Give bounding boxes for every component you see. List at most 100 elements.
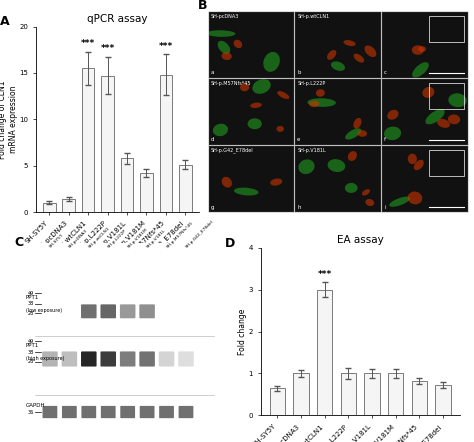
Ellipse shape <box>365 46 376 57</box>
FancyBboxPatch shape <box>159 406 174 418</box>
Ellipse shape <box>308 98 336 107</box>
Text: GAPDH: GAPDH <box>26 403 46 408</box>
FancyBboxPatch shape <box>43 406 57 418</box>
FancyBboxPatch shape <box>120 305 136 318</box>
Ellipse shape <box>448 93 467 107</box>
Ellipse shape <box>354 118 362 129</box>
Ellipse shape <box>270 179 283 186</box>
Text: b: b <box>297 70 301 76</box>
Ellipse shape <box>426 109 445 124</box>
Ellipse shape <box>207 30 236 37</box>
Text: ***: *** <box>81 39 95 48</box>
FancyBboxPatch shape <box>140 406 155 418</box>
FancyBboxPatch shape <box>100 305 116 318</box>
Text: SH-p.V181L: SH-p.V181L <box>146 228 167 249</box>
Text: 49: 49 <box>27 291 33 296</box>
Ellipse shape <box>221 52 232 60</box>
Text: ***: *** <box>159 42 173 51</box>
Text: 28: 28 <box>27 359 33 364</box>
Bar <box>63 199 75 212</box>
Ellipse shape <box>277 91 289 99</box>
Ellipse shape <box>389 197 410 207</box>
Bar <box>140 173 153 212</box>
Bar <box>429 83 464 109</box>
Ellipse shape <box>362 189 370 195</box>
Text: SH-p.V181L: SH-p.V181L <box>297 148 326 153</box>
Ellipse shape <box>348 151 357 161</box>
Bar <box>317 290 332 415</box>
Text: D: D <box>225 237 235 251</box>
Text: SH-p.M57Nfs*45: SH-p.M57Nfs*45 <box>210 81 251 86</box>
Text: 36: 36 <box>27 410 33 415</box>
Text: SH-p.L222P: SH-p.L222P <box>107 228 128 249</box>
FancyBboxPatch shape <box>81 351 97 366</box>
Text: SH-p.M57Nfs*45: SH-p.M57Nfs*45 <box>165 220 194 249</box>
FancyBboxPatch shape <box>62 351 77 366</box>
Ellipse shape <box>345 183 357 193</box>
Ellipse shape <box>408 154 417 164</box>
Bar <box>365 373 380 415</box>
Text: a: a <box>210 70 214 76</box>
Ellipse shape <box>234 40 242 48</box>
Text: SH-pcDNA3: SH-pcDNA3 <box>68 228 89 249</box>
Text: c: c <box>384 70 387 76</box>
Bar <box>435 385 451 415</box>
Text: ***: *** <box>318 270 332 278</box>
Bar <box>43 203 55 212</box>
Ellipse shape <box>412 62 429 77</box>
Text: 38: 38 <box>27 350 33 354</box>
FancyBboxPatch shape <box>81 305 97 318</box>
Text: C: C <box>14 236 23 249</box>
Ellipse shape <box>331 61 345 71</box>
Bar <box>121 158 133 212</box>
FancyBboxPatch shape <box>179 406 193 418</box>
Y-axis label: Fold change of CLN1
mRNA expression: Fold change of CLN1 mRNA expression <box>0 80 18 159</box>
Ellipse shape <box>344 40 356 46</box>
Title: qPCR assay: qPCR assay <box>87 14 147 24</box>
Ellipse shape <box>263 52 280 72</box>
Bar <box>341 373 356 415</box>
Ellipse shape <box>365 199 374 206</box>
Text: f: f <box>384 137 386 142</box>
FancyBboxPatch shape <box>120 406 135 418</box>
Text: SH-p.V181M: SH-p.V181M <box>127 227 148 249</box>
Bar <box>270 388 285 415</box>
Text: PPT1: PPT1 <box>26 343 39 348</box>
Title: EA assay: EA assay <box>337 235 383 245</box>
Text: (high exposure): (high exposure) <box>26 356 64 362</box>
Text: SH-p.G42_E78del: SH-p.G42_E78del <box>210 148 253 153</box>
Text: SH-p.L222P: SH-p.L222P <box>297 81 326 86</box>
Bar <box>82 68 94 212</box>
Text: 49: 49 <box>27 339 33 344</box>
Ellipse shape <box>437 119 450 128</box>
Ellipse shape <box>316 89 325 97</box>
Ellipse shape <box>327 50 337 60</box>
Ellipse shape <box>422 87 434 98</box>
Text: d: d <box>210 137 214 142</box>
FancyBboxPatch shape <box>178 351 194 366</box>
Ellipse shape <box>387 110 399 120</box>
Bar <box>388 373 403 415</box>
Text: PPT1: PPT1 <box>26 295 39 300</box>
FancyBboxPatch shape <box>101 406 116 418</box>
Text: SH-p.wtCLN1: SH-p.wtCLN1 <box>297 14 329 19</box>
Ellipse shape <box>247 118 262 129</box>
Bar <box>179 165 191 212</box>
Ellipse shape <box>213 124 228 136</box>
Ellipse shape <box>328 159 345 172</box>
Text: h: h <box>297 205 301 210</box>
Ellipse shape <box>384 126 401 140</box>
FancyBboxPatch shape <box>159 351 174 366</box>
Text: A: A <box>0 15 9 28</box>
FancyBboxPatch shape <box>120 351 136 366</box>
Ellipse shape <box>408 191 422 204</box>
FancyBboxPatch shape <box>100 351 116 366</box>
Ellipse shape <box>250 103 262 108</box>
Ellipse shape <box>298 160 315 174</box>
Text: B: B <box>198 0 208 12</box>
Text: g: g <box>210 205 214 210</box>
Text: i: i <box>384 205 385 210</box>
Text: e: e <box>297 137 301 142</box>
Ellipse shape <box>414 160 424 170</box>
Ellipse shape <box>412 45 424 55</box>
